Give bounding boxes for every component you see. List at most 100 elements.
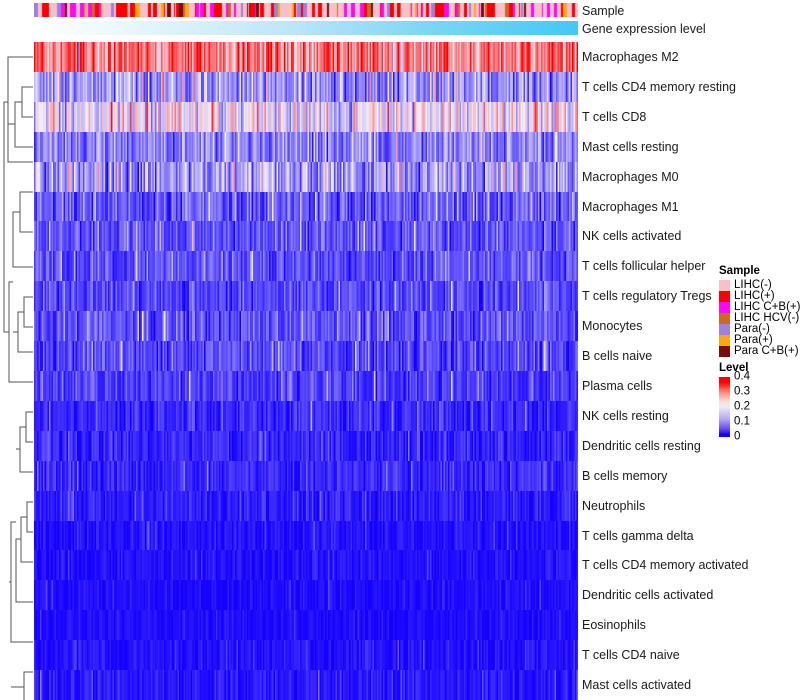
sample-legend-item: LIHC C+B(+) [719,300,800,314]
heatmap-row-cells [34,101,578,132]
level-legend-title: Level [719,362,749,374]
heatmap-row [34,101,578,132]
legend-item-label: LIHC HCV(-) [734,311,800,324]
heatmap-row [34,42,578,72]
heatmap-row [34,430,578,461]
row-label: T cells CD4 memory resting [582,79,736,94]
heatmap-row [34,131,578,162]
row-label: Macrophages M2 [582,49,679,64]
heatmap-row-cells [34,161,578,192]
row-label: Mast cells activated [582,677,692,692]
heatmap-row-cells [34,251,578,282]
heatmap-row-cells [34,520,578,551]
sample-annotation-label: Sample [582,4,625,18]
heatmap-row [34,520,578,551]
heatmap-row-cells [34,221,578,252]
heatmap-row [34,251,578,282]
heatmap-row-cells [34,430,578,461]
legend-color-swatch [719,313,730,325]
heatmap-body [34,42,578,700]
heatmap-row [34,161,578,192]
heatmap-row-cells [34,580,578,611]
level-legend: Level 0.4 0.3 0.2 0.1 0 [719,362,779,442]
sample-legend-item: LIHC(-) [719,278,797,292]
heatmap-row-cells [34,281,578,312]
row-label: T cells CD4 naive [582,647,680,662]
legend-color-swatch [719,291,730,303]
row-label: NK cells activated [582,229,682,244]
sample-legend-item: Para C+B(+) [719,344,799,358]
heatmap-row [34,670,578,700]
level-tick-label: 0 [734,430,741,443]
heatmap-row-cells [34,42,578,72]
legend-item-label: Para(-) [734,322,770,335]
heatmap-row-cells [34,460,578,491]
row-label: Dendritic cells activated [582,588,714,603]
heatmap-row-labels: Macrophages M2 T cells CD4 memory resting… [582,42,749,700]
sample-legend-item: LIHC(+) [719,289,797,303]
heatmap-row [34,311,578,342]
legend-color-swatch [719,280,730,292]
heatmap-row [34,550,578,581]
level-tick-label: 0.1 [734,415,750,428]
heatmap-row-cells [34,490,578,521]
heatmap-row-cells [34,311,578,342]
sample-legend-item: Para(-) [719,322,797,336]
row-dendrogram [3,56,33,700]
heatmap-row [34,221,578,252]
heatmap-row-cells [34,670,578,700]
heatmap-row-cells [34,640,578,671]
heatmap-row [34,370,578,401]
sample-legend-item: Para(+) [719,333,797,347]
column-annotation-stack [34,0,578,42]
level-tick-label: 0.4 [734,370,750,383]
sample-annotation-bar [34,3,578,17]
level-tick-label: 0.3 [734,385,750,398]
legend-color-swatch [719,302,730,314]
heatmap-row-cells [34,370,578,401]
sample-legend-item: LIHC HCV(-) [719,311,800,325]
heatmap-row-cells [34,131,578,162]
heatmap-row-cells [34,400,578,431]
row-label: B cells naive [582,348,653,363]
row-label: Plasma cells [582,378,653,393]
heatmap-row-cells [34,191,578,222]
row-label: Monocytes [582,318,643,333]
heatmap-row [34,400,578,431]
gene-expression-annotation-label: Gene expression level [582,22,706,36]
row-label: T cells CD8 [582,109,647,124]
heatmap-row [34,341,578,371]
legend-color-swatch [719,335,730,347]
row-label: Macrophages M1 [582,199,679,214]
sample-legend-items: LIHC(-) LIHC(+) LIHC C+B(+) LIHC HCV(-) Para… [719,278,800,358]
legend-item-label: LIHC C+B(+) [734,300,800,313]
heatmap-row [34,610,578,641]
row-label: Dendritic cells resting [582,438,701,453]
heatmap-row-cells [34,71,578,102]
heatmap-row [34,640,578,671]
level-colorbar-wrap: 0.4 0.3 0.2 0.1 0 [719,371,779,442]
row-label: NK cells resting [582,408,669,423]
level-colorbar [719,377,730,438]
row-label: Macrophages M0 [582,169,679,184]
row-label: T cells follicular helper [582,259,706,274]
legend-item-label: LIHC(+) [734,289,775,302]
heatmap-row [34,490,578,521]
heatmap-row-cells [34,341,578,371]
row-label: Mast cells resting [582,139,679,154]
row-label: Neutrophils [582,498,646,513]
sample-legend: Sample LIHC(-) LIHC(+) LIHC C+B(+) LIHC HCV… [719,265,800,358]
legend-color-swatch [719,324,730,336]
level-tick-label: 0.2 [734,400,750,413]
legend-item-label: LIHC(-) [734,278,772,291]
level-tick-labels: 0.4 0.3 0.2 0.1 0 [734,371,774,442]
heatmap-row [34,191,578,222]
row-label: T cells CD4 memory activated [582,558,749,573]
legend-item-label: Para(+) [734,333,773,346]
row-label: B cells memory [582,468,668,483]
legend-item-label: Para C+B(+) [734,344,799,357]
heatmap-row-cells [34,610,578,641]
heatmap-row [34,71,578,102]
heatmap-row [34,580,578,611]
row-label: T cells gamma delta [582,528,694,543]
